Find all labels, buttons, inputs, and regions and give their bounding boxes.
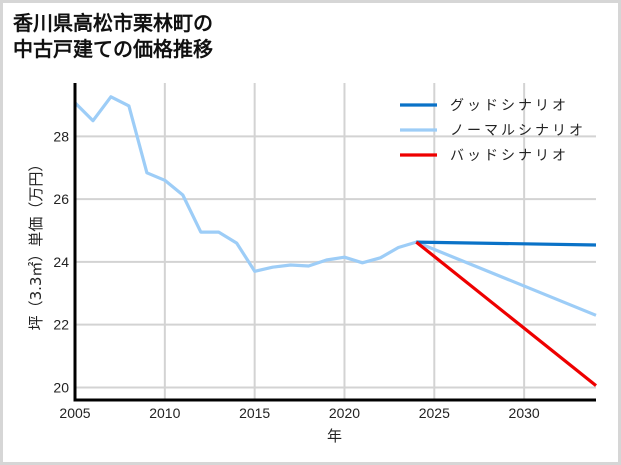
y-tick-label: 20: [53, 379, 69, 395]
x-tick-label: 2010: [149, 405, 180, 421]
legend-label: グッドシナリオ: [450, 98, 569, 114]
x-axis-label: 年: [327, 427, 342, 445]
x-tick-label: 2015: [239, 405, 270, 421]
y-tick-label: 22: [53, 317, 69, 333]
x-tick-label: 2025: [419, 405, 450, 421]
series-line: [73, 95, 597, 317]
legend-label: ノーマルシナリオ: [450, 123, 586, 139]
y-tick-label: 28: [53, 128, 69, 144]
chart-title-line2: 中古戸建ての価格推移: [13, 37, 213, 61]
legend-label: バッドシナリオ: [450, 148, 569, 164]
series-line: [416, 240, 597, 247]
x-tick-label: 2030: [509, 405, 540, 421]
x-tick-label: 2005: [59, 405, 90, 421]
y-axis-label: 坪（3.3㎡）単価（万円）: [27, 157, 45, 331]
series-line: [415, 240, 597, 387]
y-tick-label: 26: [53, 191, 69, 207]
chart-title-line1: 香川県高松市栗林町の: [13, 11, 213, 35]
x-tick-label: 2020: [329, 405, 360, 421]
chart-title: 香川県高松市栗林町の 中古戸建ての価格推移: [13, 10, 213, 62]
y-tick-label: 24: [53, 254, 69, 270]
